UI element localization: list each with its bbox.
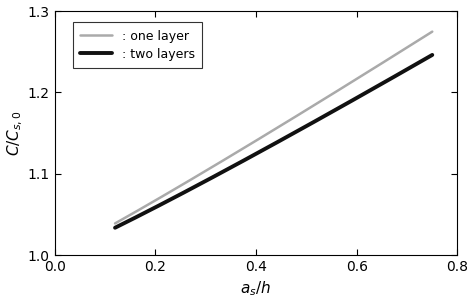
- : one layer: (0.75, 1.27): one layer: (0.75, 1.27): [429, 30, 435, 33]
- Line: : two layers: : two layers: [115, 55, 432, 228]
- : one layer: (0.493, 1.18): one layer: (0.493, 1.18): [300, 110, 306, 114]
- : one layer: (0.506, 1.18): one layer: (0.506, 1.18): [306, 106, 312, 110]
- : one layer: (0.691, 1.25): one layer: (0.691, 1.25): [400, 48, 405, 52]
- : two layers: (0.12, 1.03): two layers: (0.12, 1.03): [112, 226, 118, 230]
- Legend: : one layer, : two layers: : one layer, : two layers: [73, 22, 202, 68]
- Line: : one layer: : one layer: [115, 32, 432, 223]
- : two layers: (0.495, 1.16): two layers: (0.495, 1.16): [301, 126, 307, 129]
- : one layer: (0.651, 1.24): one layer: (0.651, 1.24): [380, 61, 385, 65]
- : two layers: (0.75, 1.25): two layers: (0.75, 1.25): [429, 53, 435, 57]
- : two layers: (0.122, 1.03): two layers: (0.122, 1.03): [113, 225, 119, 229]
- X-axis label: $a_s/h$: $a_s/h$: [240, 280, 272, 299]
- Y-axis label: $C/C_{s,0}$: $C/C_{s,0}$: [6, 110, 25, 156]
- : one layer: (0.122, 1.04): one layer: (0.122, 1.04): [113, 221, 119, 225]
- : one layer: (0.12, 1.04): one layer: (0.12, 1.04): [112, 222, 118, 225]
- : two layers: (0.691, 1.23): two layers: (0.691, 1.23): [400, 70, 405, 74]
- : one layer: (0.495, 1.18): one layer: (0.495, 1.18): [301, 110, 307, 113]
- : two layers: (0.651, 1.21): two layers: (0.651, 1.21): [380, 81, 385, 85]
- : two layers: (0.506, 1.16): two layers: (0.506, 1.16): [306, 123, 312, 126]
- : two layers: (0.493, 1.16): two layers: (0.493, 1.16): [300, 126, 306, 130]
